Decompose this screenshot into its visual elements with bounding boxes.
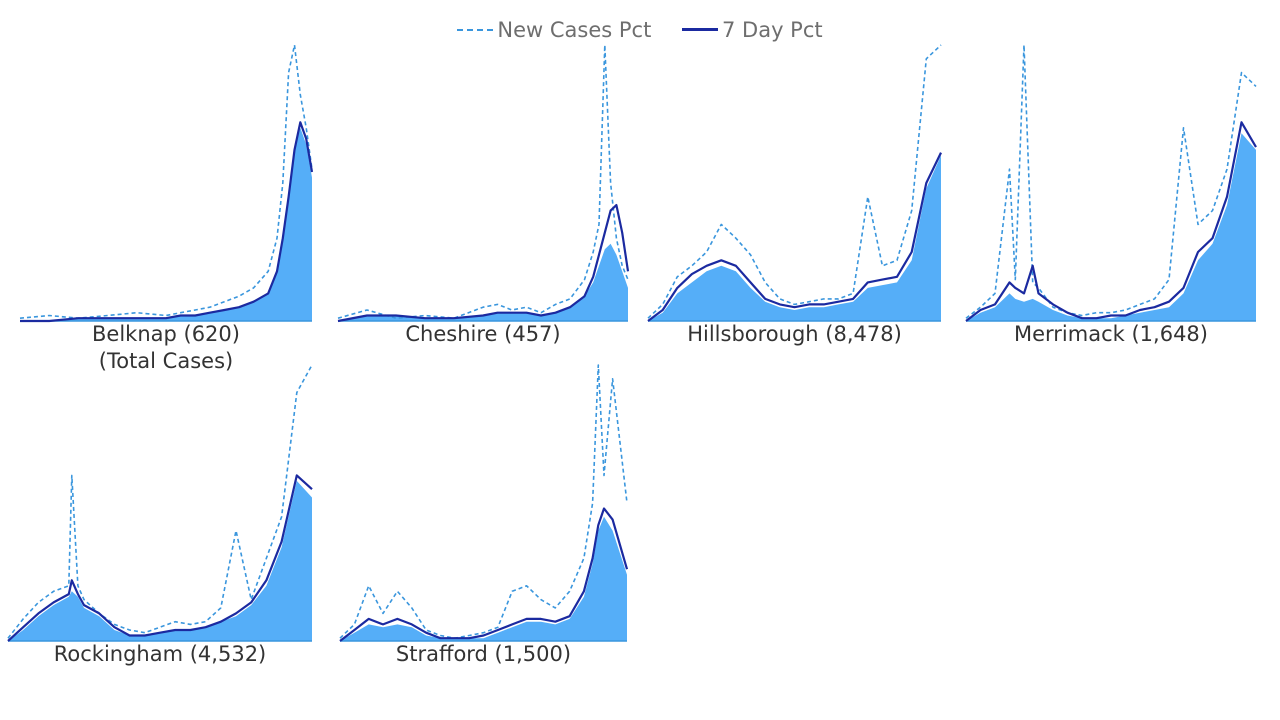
chart-legend: New Cases Pct 7 Day Pct: [0, 12, 1280, 42]
panel-rockingham: Rockingham (4,532): [7, 364, 313, 666]
panel-belknap: Belknap (620) (Total Cases): [19, 44, 314, 373]
panel-merrimack: Merrimack (1,648): [965, 44, 1257, 346]
panel-strafford: Strafford (1,500): [339, 364, 629, 666]
rockingham-seven-day-line: [7, 474, 313, 642]
legend-swatch-seven-day: [682, 28, 718, 31]
panel-hillsborough-plot: [647, 44, 942, 322]
panel-strafford-label: Strafford (1,500): [300, 641, 667, 668]
strafford-seven-day-line: [339, 507, 629, 642]
panel-hillsborough: Hillsborough (8,478): [647, 44, 942, 346]
cheshire-seven-day-line: [337, 204, 630, 323]
legend-swatch-new-cases: [457, 29, 494, 31]
panel-cheshire-label: Cheshire (457): [298, 321, 668, 348]
legend-label-new-cases: New Cases Pct: [497, 18, 652, 42]
legend-item-new-cases[interactable]: New Cases Pct: [457, 18, 651, 42]
belknap-seven-day-line: [20, 121, 314, 323]
belknap-new-cases-line: [19, 44, 313, 320]
panel-strafford-county: Strafford (1,500): [395, 642, 572, 666]
merrimack-seven-day-line: [965, 121, 1257, 322]
panel-cheshire: Cheshire (457): [337, 44, 630, 346]
panel-merrimack-label: Merrimack (1,648): [926, 321, 1280, 348]
belknap-cases-area: [20, 127, 312, 321]
panel-cheshire-county: Cheshire (457): [405, 322, 561, 346]
merrimack-cases-area: [966, 133, 1256, 321]
rockingham-cases-area: [8, 480, 312, 641]
merrimack-new-cases-line: [965, 44, 1257, 319]
panel-strafford-plot: [339, 364, 629, 642]
legend-label-seven-day: 7 Day Pct: [722, 17, 823, 42]
panel-belknap-label: Belknap (620) (Total Cases): [0, 321, 352, 375]
panel-rockingham-label: Rockingham (4,532): [0, 641, 352, 668]
panel-belknap-plot: [19, 44, 314, 323]
hillsborough-cases-area: [648, 155, 941, 321]
panel-rockingham-plot: [7, 364, 313, 642]
panel-merrimack-county: Merrimack (1,648): [1014, 322, 1208, 346]
panel-belknap-county: Belknap (620): [92, 322, 240, 346]
cheshire-new-cases-line: [337, 44, 629, 320]
panel-belknap-subtitle: (Total Cases): [98, 349, 234, 373]
panel-rockingham-county: Rockingham (4,532): [53, 642, 267, 666]
panel-hillsborough-county: Hillsborough (8,478): [687, 322, 902, 346]
panel-cheshire-plot: [337, 44, 630, 323]
strafford-cases-area: [340, 516, 627, 641]
hillsborough-new-cases-line: [647, 44, 942, 319]
legend-item-seven-day[interactable]: 7 Day Pct: [682, 18, 823, 42]
cheshire-cases-area: [338, 243, 628, 321]
panel-merrimack-plot: [965, 44, 1257, 322]
hillsborough-seven-day-line: [647, 152, 942, 322]
strafford-new-cases-line: [339, 364, 628, 640]
panel-hillsborough-label: Hillsborough (8,478): [608, 321, 981, 348]
